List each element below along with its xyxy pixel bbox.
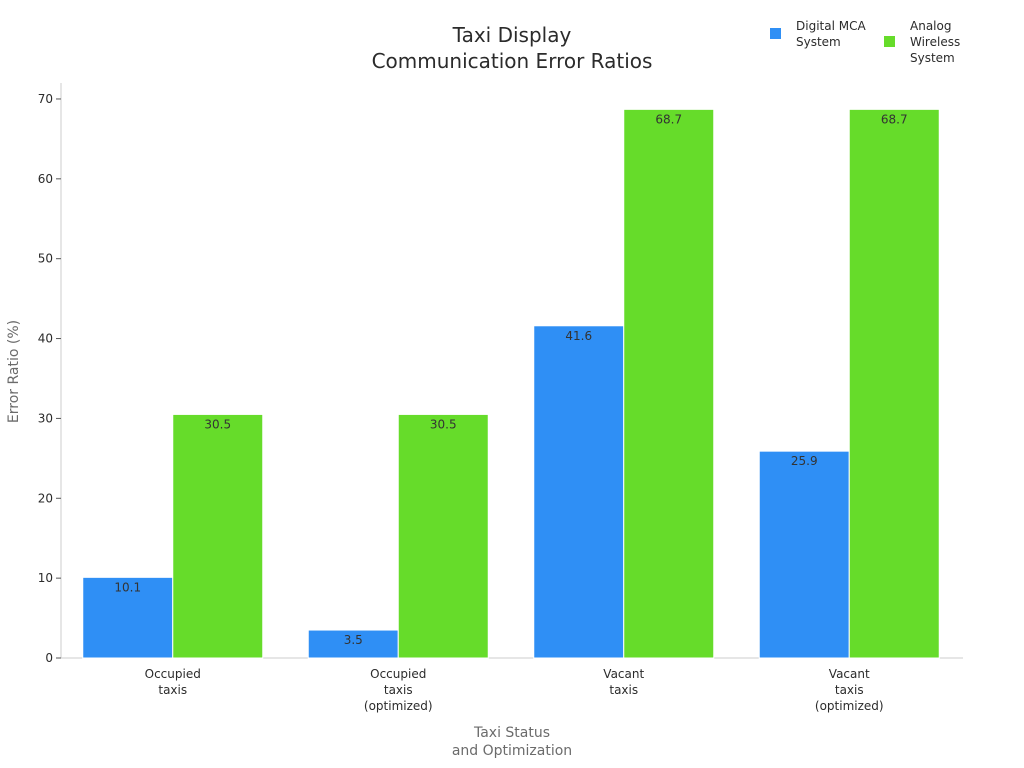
legend-label-2: Analog Wireless System — [910, 19, 960, 65]
y-axis-title: Error Ratio (%) — [6, 320, 22, 423]
y-tick-label: 70 — [38, 92, 53, 106]
legend: Digital MCA System Analog Wireless System — [770, 19, 960, 65]
chart-title-text: Taxi Display Communication Error Ratios — [372, 23, 653, 73]
bar-2-2 — [397, 413, 489, 659]
legend-label-2-line: Wireless — [910, 35, 960, 49]
bar-1-4 — [758, 450, 850, 659]
x-axis-title: Taxi Status and Optimization — [452, 725, 572, 759]
data-label: 30.5 — [430, 417, 457, 431]
y-tick-label: 20 — [38, 491, 53, 505]
x-tick-label: Occupied taxis (optimized) — [364, 667, 433, 713]
bar-1-3 — [533, 325, 625, 659]
data-label: 41.6 — [565, 329, 592, 343]
x-tick-label: Vacant taxis — [603, 667, 644, 697]
bar-1-2 — [307, 629, 399, 659]
data-label: 3.5 — [344, 633, 363, 647]
y-tick-label: 30 — [38, 411, 53, 425]
data-labels: 10.1 30.5 3.5 30.5 41.6 68.7 25.9 68.7 — [114, 112, 907, 647]
data-label: 10.1 — [114, 580, 141, 594]
legend-label-1-line: System — [796, 35, 841, 49]
chart-title: Taxi Display Communication Error Ratios — [372, 23, 653, 73]
bar-2-4 — [848, 108, 940, 659]
chart-title-text-line: Taxi Display — [452, 23, 572, 47]
bars — [82, 108, 940, 659]
x-tick-label: Vacant taxis (optimized) — [815, 667, 884, 713]
x-tick-label-line: taxis — [835, 683, 864, 697]
bar-2-1 — [172, 413, 264, 659]
legend-swatch-1 — [770, 28, 781, 39]
data-label: 25.9 — [791, 454, 818, 468]
legend-label-2-line: System — [910, 51, 955, 65]
x-tick-label-line: taxis — [384, 683, 413, 697]
x-tick-label-line: taxis — [609, 683, 638, 697]
y-tick-label: 40 — [38, 332, 53, 346]
x-axis-title-line: and Optimization — [452, 743, 572, 759]
legend-swatch-2 — [884, 36, 895, 47]
x-tick-label-line: Occupied — [145, 667, 201, 681]
x-axis-title-line: Taxi Status — [473, 725, 550, 741]
x-tick-label-line: Occupied — [370, 667, 426, 681]
y-tick-label: 10 — [38, 571, 53, 585]
x-tick-label-line: taxis — [158, 683, 187, 697]
x-tick-label: Occupied taxis — [145, 667, 201, 697]
y-tick-label: 50 — [38, 252, 53, 266]
chart-title-text-line: Communication Error Ratios — [372, 49, 653, 73]
y-axis: 0 10 20 30 40 50 60 70 Error Ratio (%) — [6, 83, 62, 665]
legend-label-1: Digital MCA System — [796, 19, 866, 49]
legend-label-2-line: Analog — [910, 19, 951, 33]
y-tick-label: 60 — [38, 172, 53, 186]
x-tick-label-line: Vacant — [829, 667, 870, 681]
x-tick-label-line: (optimized) — [364, 699, 433, 713]
y-tick-label: 0 — [45, 651, 53, 665]
bar-2-3 — [623, 108, 715, 659]
x-tick-label-line: Vacant — [603, 667, 644, 681]
data-label: 68.7 — [655, 112, 682, 126]
x-tick-label-line: (optimized) — [815, 699, 884, 713]
legend-label-1-line: Digital MCA — [796, 19, 866, 33]
data-label: 68.7 — [881, 112, 908, 126]
data-label: 30.5 — [204, 417, 231, 431]
